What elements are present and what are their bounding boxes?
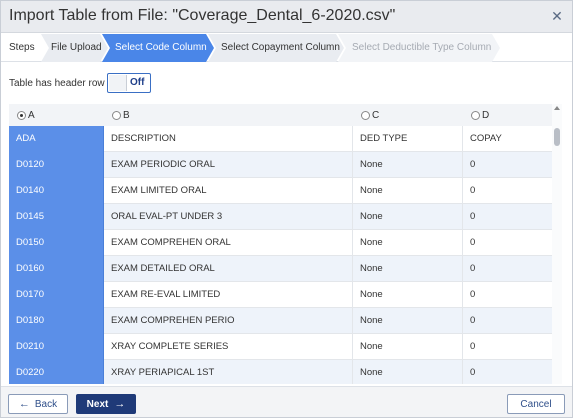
column-selector-row: A B C D (9, 104, 559, 126)
dialog-titlebar: Import Table from File: "Coverage_Dental… (1, 1, 572, 33)
column-letter: C (372, 109, 380, 121)
cell-copay: 0 (470, 185, 476, 196)
step-select-code-column[interactable]: Select Code Column (115, 42, 207, 53)
column-radio-c[interactable]: C (361, 109, 379, 121)
table-row[interactable]: ADA DESCRIPTION DED TYPE COPAY (9, 126, 559, 152)
cell-description: EXAM COMPREHEN PERIO (104, 308, 353, 334)
table-row[interactable]: D0120 EXAM PERIODIC ORAL None 0 (9, 152, 559, 178)
table-row[interactable]: D0150 EXAM COMPREHEN ORAL None 0 (9, 230, 559, 256)
column-letter: B (123, 109, 130, 121)
cell-description: XRAY COMPLETE SERIES (104, 334, 353, 360)
steps-arrows (41, 34, 500, 62)
table-row[interactable]: D0170 EXAM RE-EVAL LIMITED None 0 (9, 282, 559, 308)
cell-ded-type: None (353, 204, 463, 230)
cell-ded-type: DED TYPE (353, 126, 463, 152)
cell-ded-type: None (353, 360, 463, 384)
cell-copay: 0 (470, 315, 476, 326)
table-row[interactable]: D0220 XRAY PERIAPICAL 1ST None 0 (9, 360, 559, 384)
toggle-state: Off (130, 77, 145, 88)
table-row[interactable]: D0180 EXAM COMPREHEN PERIO None 0 (9, 308, 559, 334)
cell-description: DESCRIPTION (104, 126, 353, 152)
cell-ded-type: None (353, 308, 463, 334)
dialog-title: Import Table from File: "Coverage_Dental… (9, 7, 396, 24)
radio-icon (112, 110, 121, 120)
cell-copay: 0 (470, 211, 476, 222)
back-button[interactable]: ← Back (8, 394, 68, 414)
step-select-copayment-column[interactable]: Select Copayment Column (221, 42, 340, 53)
cell-ded-type: None (353, 334, 463, 360)
cell-code: D0145 (9, 204, 104, 230)
steps-label: Steps (9, 42, 35, 53)
column-radio-d[interactable]: D (471, 109, 489, 121)
data-grid: A B C D ADA DESCRIPTION DED TYPE COPAY (9, 104, 559, 384)
cell-description: EXAM PERIODIC ORAL (104, 152, 353, 178)
column-radio-b[interactable]: B (112, 109, 130, 121)
cell-description: XRAY PERIAPICAL 1ST (104, 360, 353, 384)
next-button-label: Next (86, 398, 109, 410)
cell-code: ADA (9, 126, 104, 152)
cell-description: EXAM COMPREHEN ORAL (104, 230, 353, 256)
table-row[interactable]: D0145 ORAL EVAL-PT UNDER 3 None 0 (9, 204, 559, 230)
header-row-toggle[interactable]: Off (107, 73, 151, 93)
next-button[interactable]: Next → (76, 394, 136, 414)
vertical-scrollbar[interactable] (552, 104, 562, 384)
header-row-label: Table has header row (9, 78, 105, 89)
steps-bar: Steps File Upload Select Code Column Sel… (1, 34, 572, 62)
cell-ded-type: None (353, 256, 463, 282)
scroll-up-icon[interactable] (554, 106, 560, 110)
cell-copay: 0 (470, 341, 476, 352)
cell-copay: 0 (470, 237, 476, 248)
step-select-deductible-column: Select Deductible Type Column (352, 42, 492, 53)
column-radio-a[interactable]: A (17, 109, 35, 121)
cell-description: EXAM DETAILED ORAL (104, 256, 353, 282)
cancel-button-label: Cancel (520, 398, 552, 410)
back-button-label: Back (34, 398, 58, 410)
cell-ded-type: None (353, 282, 463, 308)
cell-code: D0170 (9, 282, 104, 308)
step-shape-file-upload (41, 34, 108, 62)
cell-code: D0210 (9, 334, 104, 360)
cell-copay: 0 (470, 289, 476, 300)
cell-ded-type: None (353, 230, 463, 256)
cell-code: D0120 (9, 152, 104, 178)
radio-icon (17, 110, 26, 120)
cell-description: EXAM RE-EVAL LIMITED (104, 282, 353, 308)
cancel-button[interactable]: Cancel (507, 394, 565, 414)
cell-copay: 0 (470, 159, 476, 170)
table-row[interactable]: D0210 XRAY COMPLETE SERIES None 0 (9, 334, 559, 360)
arrow-right-icon: → (114, 398, 126, 410)
close-icon[interactable]: ✕ (551, 8, 563, 24)
cell-copay: COPAY (470, 133, 502, 144)
radio-icon (361, 110, 370, 120)
column-letter: A (28, 109, 35, 121)
cell-ded-type: None (353, 152, 463, 178)
scrollbar-thumb[interactable] (554, 128, 560, 146)
cell-description: ORAL EVAL-PT UNDER 3 (104, 204, 353, 230)
cell-code: D0150 (9, 230, 104, 256)
toggle-knob (109, 75, 127, 91)
step-shape-select-deductible (338, 34, 500, 62)
table-row[interactable]: D0140 EXAM LIMITED ORAL None 0 (9, 178, 559, 204)
cell-code: D0140 (9, 178, 104, 204)
cell-description: EXAM LIMITED ORAL (104, 178, 353, 204)
arrow-left-icon: ← (18, 398, 30, 410)
cell-code: D0160 (9, 256, 104, 282)
step-file-upload[interactable]: File Upload (51, 42, 102, 53)
step-shape-select-code (102, 34, 214, 62)
table-row[interactable]: D0160 EXAM DETAILED ORAL None 0 (9, 256, 559, 282)
cell-code: D0180 (9, 308, 104, 334)
cell-copay: 0 (470, 367, 476, 378)
column-letter: D (482, 109, 490, 121)
cell-code: D0220 (9, 360, 104, 384)
dialog-footer: ← Back Next → Cancel (1, 386, 572, 417)
step-shape-select-copay (208, 34, 344, 62)
radio-icon (471, 110, 480, 120)
cell-copay: 0 (470, 263, 476, 274)
cell-ded-type: None (353, 178, 463, 204)
